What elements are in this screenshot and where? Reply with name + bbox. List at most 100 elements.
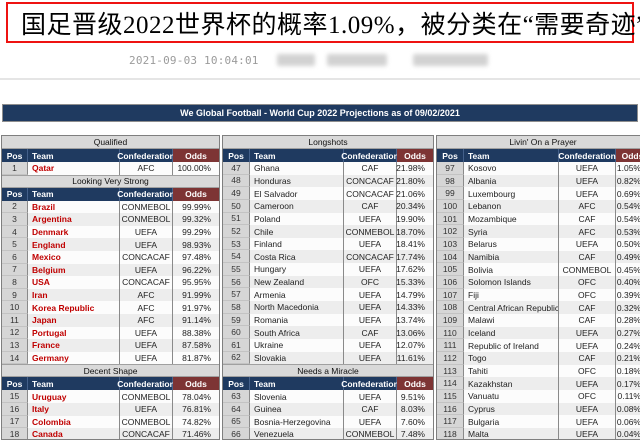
cell-odds: 21.06% [396, 188, 425, 199]
cell-pos: 99 [437, 187, 464, 201]
table-row: 11 Japan AFC 91.14% [2, 313, 219, 327]
cell-odds: 0.21% [616, 353, 640, 364]
cell-team: Belarus [464, 238, 559, 251]
cell-odds: 87.58% [182, 340, 211, 351]
cell-team: Albania [464, 174, 559, 188]
table-row: 15 Uruguay CONMEBOL 78.04% [2, 390, 219, 403]
cell-confederation: OFC [559, 364, 616, 378]
cell-confederation: CAF [559, 301, 616, 315]
cell-team: Kazakhstan [464, 377, 559, 391]
cell-odds: 9.51% [400, 391, 425, 402]
cell-pos: 53 [223, 237, 250, 251]
table-row: 109 Malawi CAF 0.28% [437, 314, 640, 327]
cell-pos: 97 [437, 162, 464, 175]
cell-team: Uruguay [28, 390, 120, 403]
cell-pos: 9 [2, 288, 28, 302]
cell-team: Romania [250, 313, 344, 327]
cell-pos: 113 [437, 364, 464, 378]
section-divider [0, 78, 640, 80]
table-row: 52 Chile CONMEBOL 18.70% [223, 225, 433, 238]
cell-pos: 18 [2, 428, 28, 439]
cell-confederation: CAF [559, 314, 616, 327]
cell-confederation: UEFA [559, 326, 616, 340]
cell-odds: 97.48% [182, 252, 211, 263]
cell-confederation: UEFA [559, 339, 616, 353]
cell-pos: 59 [223, 313, 250, 327]
cell-pos: 116 [437, 402, 464, 416]
cell-odds: 91.99% [182, 290, 211, 301]
cell-team: Vanuatu [464, 390, 559, 403]
cell-team: Argentina [28, 213, 120, 226]
table-row: 14 Germany UEFA 81.87% [2, 351, 219, 365]
cell-confederation: UEFA [559, 238, 616, 251]
col-header-team: Team [28, 149, 120, 162]
cell-team: Denmark [28, 225, 120, 239]
cell-pos: 17 [2, 415, 28, 429]
cell-team: Cyprus [464, 402, 559, 416]
cell-team: USA [28, 276, 120, 289]
cell-confederation: UEFA [344, 338, 397, 352]
cell-odds: 76.81% [182, 404, 211, 415]
cell-confederation: AFC [559, 200, 616, 213]
col-header-confederation: Confederation [558, 149, 616, 162]
table-row: 63 Slovenia UEFA 9.51% [223, 390, 433, 403]
cell-pos: 106 [437, 276, 464, 289]
cell-odds: 88.38% [182, 327, 211, 338]
table-row: 53 Finland UEFA 18.41% [223, 237, 433, 251]
table-row: 1 Qatar AFC 100.00% [2, 162, 219, 175]
col-header-confederation: Confederation [117, 377, 175, 391]
table-block-left: Qualified Pos Team Confederation Odds 1 Qatar A… [1, 135, 220, 440]
meta-line: 2021-09-03 10:04:01 [129, 53, 488, 67]
cell-team: England [28, 238, 120, 251]
cell-pos: 111 [437, 339, 464, 353]
cell-team: Mozambique [464, 212, 559, 226]
table-row: 115 Vanuatu OFC 0.11% [437, 390, 640, 403]
cell-odds: 14.79% [396, 289, 425, 300]
cell-confederation: CAF [344, 402, 397, 416]
table-block-right: Livin' On a Prayer Pos Team Confederation Od… [436, 135, 640, 440]
cell-odds: 0.54% [616, 214, 640, 225]
cell-pos: 1 [2, 162, 28, 175]
cell-pos: 48 [223, 174, 250, 188]
table-row: 48 Honduras CONCACAF 21.80% [223, 174, 433, 188]
cell-team: Ukraine [250, 338, 344, 352]
cell-team: Iran [28, 288, 120, 302]
cell-confederation: CONCACAF [344, 250, 397, 264]
cell-odds: 20.34% [396, 201, 425, 212]
cell-odds: 13.06% [396, 327, 425, 338]
cell-team: Poland [250, 212, 344, 226]
cell-confederation: AFC [120, 301, 173, 314]
cell-team: Luxembourg [464, 187, 559, 201]
table-row: 110 Iceland UEFA 0.27% [437, 326, 640, 340]
cell-confederation: UEFA [344, 237, 397, 251]
cell-confederation: CAF [344, 199, 397, 213]
table-row: 17 Colombia CONMEBOL 74.82% [2, 415, 219, 429]
cell-team: Tahiti [464, 364, 559, 378]
section-header: Looking Very Strong [2, 174, 219, 188]
col-header-pos: Pos [223, 377, 250, 391]
cell-odds: 78.04% [182, 391, 211, 402]
cell-pos: 65 [223, 415, 250, 429]
table-row: 2 Brazil CONMEBOL 99.99% [2, 200, 219, 214]
cell-confederation: CONCACAF [120, 276, 173, 289]
cell-pos: 115 [437, 390, 464, 403]
cell-team: Germany [28, 351, 120, 365]
table-row: 13 France UEFA 87.58% [2, 339, 219, 352]
cell-confederation: OFC [344, 275, 397, 289]
table-row: 118 Malta UEFA 0.04% [437, 428, 640, 439]
table-row: 99 Luxembourg UEFA 0.69% [437, 187, 640, 201]
cell-pos: 54 [223, 250, 250, 264]
cell-pos: 57 [223, 288, 250, 302]
cell-pos: 11 [2, 313, 28, 327]
cell-confederation: UEFA [559, 415, 616, 429]
cell-confederation: UEFA [344, 390, 397, 403]
table-row: 3 Argentina CONMEBOL 99.32% [2, 213, 219, 226]
cell-pos: 101 [437, 212, 464, 226]
table-row: 58 North Macedonia UEFA 14.33% [223, 301, 433, 314]
cell-team: Chile [250, 225, 344, 238]
cell-odds: 21.80% [396, 175, 425, 186]
table-row: 66 Venezuela CONMEBOL 7.48% [223, 428, 433, 439]
cell-team: Lebanon [464, 200, 559, 213]
cell-confederation: UEFA [559, 187, 616, 201]
